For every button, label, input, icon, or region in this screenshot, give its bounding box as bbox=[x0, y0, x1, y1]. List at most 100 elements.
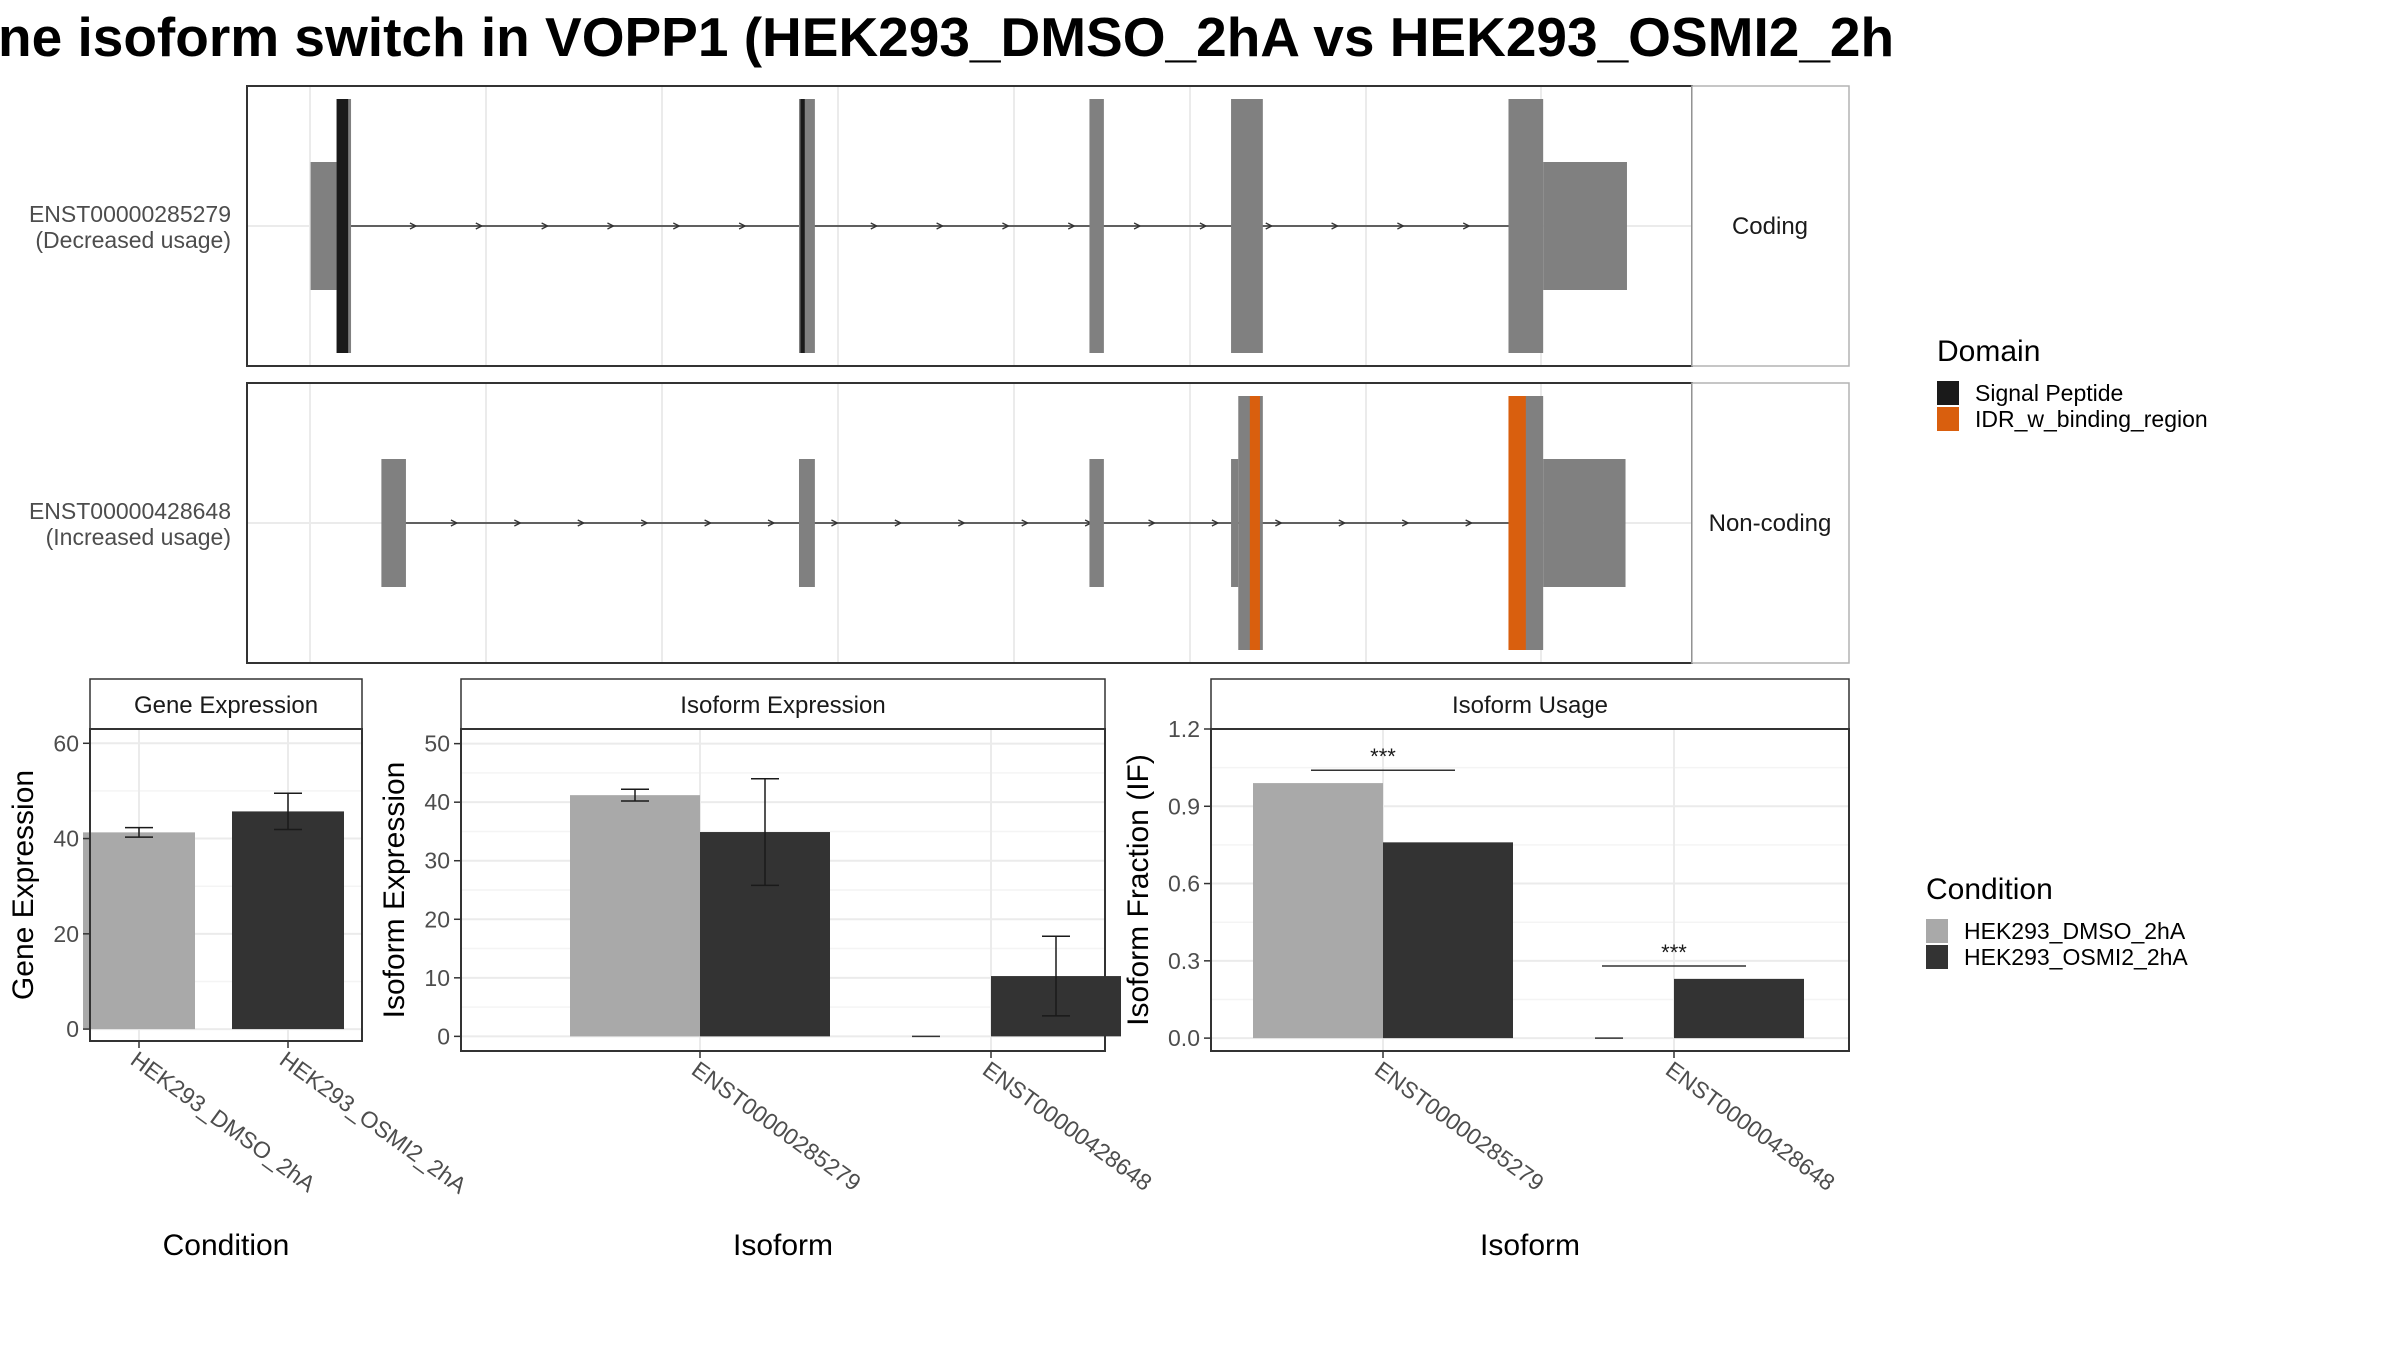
intron-arrow bbox=[450, 519, 459, 527]
track-ENST00000285279: Coding ENST00000285279(Decreased usage) bbox=[29, 85, 1850, 367]
bar-HEK293_OSMI2_2hA bbox=[1674, 978, 1804, 1039]
intron-arrow bbox=[1275, 519, 1283, 527]
legend-swatch bbox=[1937, 381, 1959, 405]
intron-arrow bbox=[957, 519, 966, 527]
y-tick-label: 0 bbox=[437, 1023, 450, 1049]
track-label: ENST00000428648 bbox=[29, 498, 231, 524]
x-axis-title: Isoform bbox=[733, 1229, 833, 1262]
y-tick-label: 0.6 bbox=[1168, 871, 1200, 897]
legend-label: Signal Peptide bbox=[1975, 380, 2123, 406]
track-usage-label: (Increased usage) bbox=[46, 524, 231, 550]
legend-swatch bbox=[1926, 945, 1948, 969]
x-tick-label: ENST00000428648 bbox=[1661, 1056, 1840, 1196]
intron-arrow bbox=[1465, 519, 1474, 527]
x-tick-label: ENST00000285279 bbox=[687, 1056, 866, 1196]
exon-utr bbox=[310, 162, 337, 290]
panel-border bbox=[1210, 728, 1850, 1052]
intron-arrow bbox=[607, 222, 615, 230]
exon-utr bbox=[1231, 459, 1239, 587]
strip-label: Non-coding bbox=[1709, 510, 1832, 537]
exon-utr bbox=[1543, 459, 1626, 587]
y-axis-title: Isoform Expression bbox=[378, 762, 411, 1019]
x-tick-label: ENST00000428648 bbox=[978, 1056, 1157, 1196]
strip-box bbox=[1691, 382, 1850, 664]
x-tick-label: ENST00000285279 bbox=[1370, 1056, 1549, 1196]
bar-panel-3: Isoform Usage *** *** 0.0 0.3 0.6 0.9 1.2 ENST00… bbox=[1122, 678, 1850, 1262]
exon-cds bbox=[1089, 99, 1104, 353]
panel-strip bbox=[460, 678, 1106, 730]
legend-label: HEK293_DMSO_2hA bbox=[1964, 918, 2186, 944]
legends: Domain Signal PeptideIDR_w_binding_region… bbox=[1926, 335, 2208, 970]
y-axis-title: Isoform Fraction (IF) bbox=[1122, 754, 1155, 1026]
y-tick-label: 40 bbox=[53, 826, 79, 852]
y-tick-label: 60 bbox=[53, 730, 79, 756]
legend-label: HEK293_OSMI2_2hA bbox=[1964, 944, 2188, 970]
bar-HEK293_OSMI2_2hA bbox=[1383, 842, 1513, 1039]
y-tick-label: 20 bbox=[424, 906, 450, 932]
bar-HEK293_DMSO_2hA bbox=[570, 795, 700, 1037]
panel-title: Isoform Usage bbox=[1452, 692, 1608, 719]
significance-label: *** bbox=[1661, 940, 1687, 965]
y-tick-label: 0.3 bbox=[1168, 948, 1200, 974]
x-axis-title: Isoform bbox=[1480, 1229, 1580, 1262]
y-tick-label: 50 bbox=[424, 731, 450, 757]
exon-cds bbox=[1231, 99, 1263, 353]
legend-swatch bbox=[1926, 919, 1948, 943]
legend-title: Condition bbox=[1926, 873, 2053, 906]
strip-box bbox=[1691, 85, 1850, 367]
intron-arrow bbox=[577, 519, 586, 527]
intron-arrow bbox=[1211, 519, 1220, 527]
intron-arrow bbox=[1462, 222, 1471, 230]
intron-arrow bbox=[640, 519, 649, 527]
exon-cds bbox=[1508, 99, 1544, 353]
intron-arrow bbox=[1199, 222, 1208, 230]
y-tick-label: 0.9 bbox=[1168, 793, 1200, 819]
panel-title: Isoform Expression bbox=[680, 692, 885, 719]
panel-border bbox=[89, 728, 363, 1042]
intron-arrow bbox=[1133, 222, 1142, 230]
domain-signal-peptide bbox=[800, 99, 805, 353]
intron-arrow bbox=[767, 519, 776, 527]
intron-arrow bbox=[936, 222, 945, 230]
legend-title: Domain bbox=[1937, 335, 2040, 368]
bar-HEK293_DMSO_2hA bbox=[1253, 783, 1383, 1039]
domain-idr bbox=[1508, 396, 1526, 650]
intron-arrow bbox=[1067, 222, 1076, 230]
intron-arrow bbox=[1021, 519, 1030, 527]
track-usage-label: (Decreased usage) bbox=[35, 227, 231, 253]
intron-arrow bbox=[1002, 222, 1010, 230]
y-tick-label: 0 bbox=[66, 1016, 79, 1042]
track-label: ENST00000285279 bbox=[29, 201, 231, 227]
x-axis-title: Condition bbox=[163, 1229, 290, 1262]
intron-arrow bbox=[704, 519, 713, 527]
y-tick-label: 1.2 bbox=[1168, 716, 1200, 742]
y-tick-label: 40 bbox=[424, 789, 450, 815]
intron-arrow bbox=[1265, 222, 1274, 230]
figure-title: ne isoform switch in VOPP1 (HEK293_DMSO_… bbox=[0, 6, 1894, 68]
significance-label: *** bbox=[1370, 744, 1396, 769]
exon-utr bbox=[1089, 459, 1104, 587]
track-ENST00000428648: Non-coding ENST00000428648(Increased usag… bbox=[29, 382, 1850, 664]
bar-panel-2: Isoform Expression 0 10 20 30 40 50 ENST0000028… bbox=[378, 678, 1157, 1262]
intron-arrow bbox=[1401, 519, 1410, 527]
bar-HEK293_DMSO_2hA bbox=[83, 832, 195, 1030]
legend-label: IDR_w_binding_region bbox=[1975, 406, 2208, 432]
y-tick-label: 10 bbox=[424, 965, 450, 991]
bar-chart-panels: Gene Expression0204060HEK293_DMSO_2hAHEK… bbox=[7, 678, 1850, 1262]
bar-HEK293_OSMI2_2hA bbox=[232, 811, 344, 1030]
intron-arrow bbox=[514, 519, 522, 527]
domain-idr bbox=[1249, 396, 1260, 650]
intron-arrow bbox=[1331, 222, 1340, 230]
y-tick-label: 30 bbox=[424, 848, 450, 874]
y-axis-title: Gene Expression bbox=[7, 770, 40, 1000]
legend-swatch bbox=[1937, 407, 1959, 431]
panel-strip bbox=[89, 678, 363, 730]
intron-arrow bbox=[409, 222, 418, 230]
panel-border bbox=[460, 728, 1106, 1052]
panel-title: Gene Expression bbox=[134, 692, 318, 719]
intron-arrow bbox=[894, 519, 903, 527]
y-tick-label: 20 bbox=[53, 921, 79, 947]
